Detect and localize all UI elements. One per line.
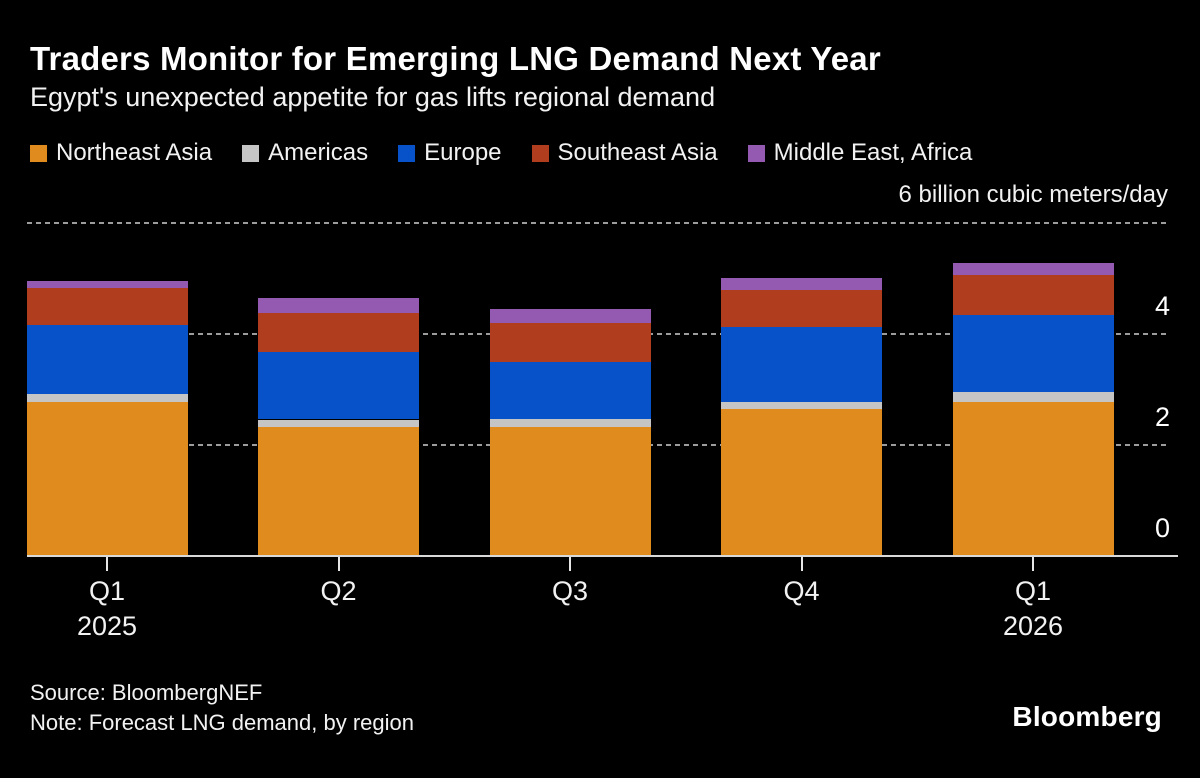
bar-q4-3 [721,278,882,556]
bar-segment-middle-east-africa [953,263,1114,275]
legend-item-label: Southeast Asia [557,139,718,166]
bar-segment-middle-east-africa [27,281,188,288]
x-axis-label-4: Q1 [1014,576,1052,606]
bar-segment-middle-east-africa [721,278,882,290]
legend-item-label: Americas [268,139,369,166]
bar-segment-americas [953,392,1114,402]
legend-item-label: Middle East, Africa [773,139,973,166]
bar-segment-americas [258,420,419,427]
x-axis-label-2: Q3 [551,576,589,606]
chart-title: Traders Monitor for Emerging LNG Demand … [30,40,881,77]
legend: Northeast Asia Americas Europe Southeast As… [30,139,972,167]
bar-segment-northeast-asia [27,402,188,556]
bar-segment-europe [258,351,419,419]
legend-item-4: Middle East, Africa [747,139,973,167]
legend-item-2: Europe [398,139,502,167]
y-tick-label-0: 0 [1154,513,1170,543]
note-text: Note: Forecast LNG demand, by region [30,710,414,735]
x-axis-label-0: Q1 [88,576,126,606]
legend-swatch-icon [531,144,549,162]
bar-q1-0 [27,281,188,556]
x-axis-tick-3 [800,557,803,571]
legend-swatch-icon [747,144,765,162]
bar-segment-southeast-asia [721,290,882,327]
x-axis-tick-0 [106,557,108,571]
legend-item-label: Northeast Asia [56,139,213,166]
bar-segment-europe [490,362,651,419]
y-axis-unit-label: 6 billion cubic meters/day [898,181,1168,208]
bar-segment-southeast-asia [953,275,1114,315]
bar-segment-southeast-asia [258,313,419,352]
legend-swatch-icon [242,144,260,162]
bar-q2-1 [258,298,419,556]
bar-segment-europe [721,327,882,402]
x-axis-tick-1 [337,557,340,571]
bar-segment-northeast-asia [721,409,882,556]
bar-q1-4 [953,263,1114,556]
legend-item-0: Northeast Asia [30,139,212,167]
bar-segment-southeast-asia [490,323,651,362]
bar-segment-southeast-asia [27,288,188,325]
x-axis-year-label-4: 2026 [1002,611,1064,641]
gridline-6 [27,222,1168,224]
x-axis-label-1: Q2 [320,576,357,606]
x-axis-label-3: Q4 [783,576,820,606]
bar-segment-northeast-asia [258,427,419,556]
bar-segment-europe [27,325,188,394]
bloomberg-logo: Bloomberg [1012,701,1162,732]
x-axis-line [27,555,1178,557]
bar-segment-americas [27,394,188,402]
x-axis-tick-4 [1032,557,1034,571]
x-axis-tick-2 [569,557,571,571]
source-text: Source: BloombergNEF [30,680,263,705]
bar-segment-americas [490,419,651,427]
x-axis-year-label-0: 2025 [76,611,138,641]
legend-item-3: Southeast Asia [531,139,718,167]
bar-segment-middle-east-africa [258,298,419,313]
legend-item-1: Americas [242,139,368,167]
bar-q3-2 [490,309,651,556]
bar-segment-northeast-asia [953,402,1114,556]
y-tick-label-2: 2 [1154,402,1170,432]
bar-segment-americas [721,401,882,409]
legend-swatch-icon [398,144,416,162]
y-tick-label-4: 4 [1154,291,1170,321]
bar-segment-europe [953,315,1114,392]
bar-segment-middle-east-africa [490,309,651,323]
chart-subtitle: Egypt's unexpected appetite for gas lift… [30,82,716,112]
legend-swatch-icon [30,144,47,162]
legend-item-label: Europe [424,139,502,166]
bar-segment-northeast-asia [490,427,651,556]
